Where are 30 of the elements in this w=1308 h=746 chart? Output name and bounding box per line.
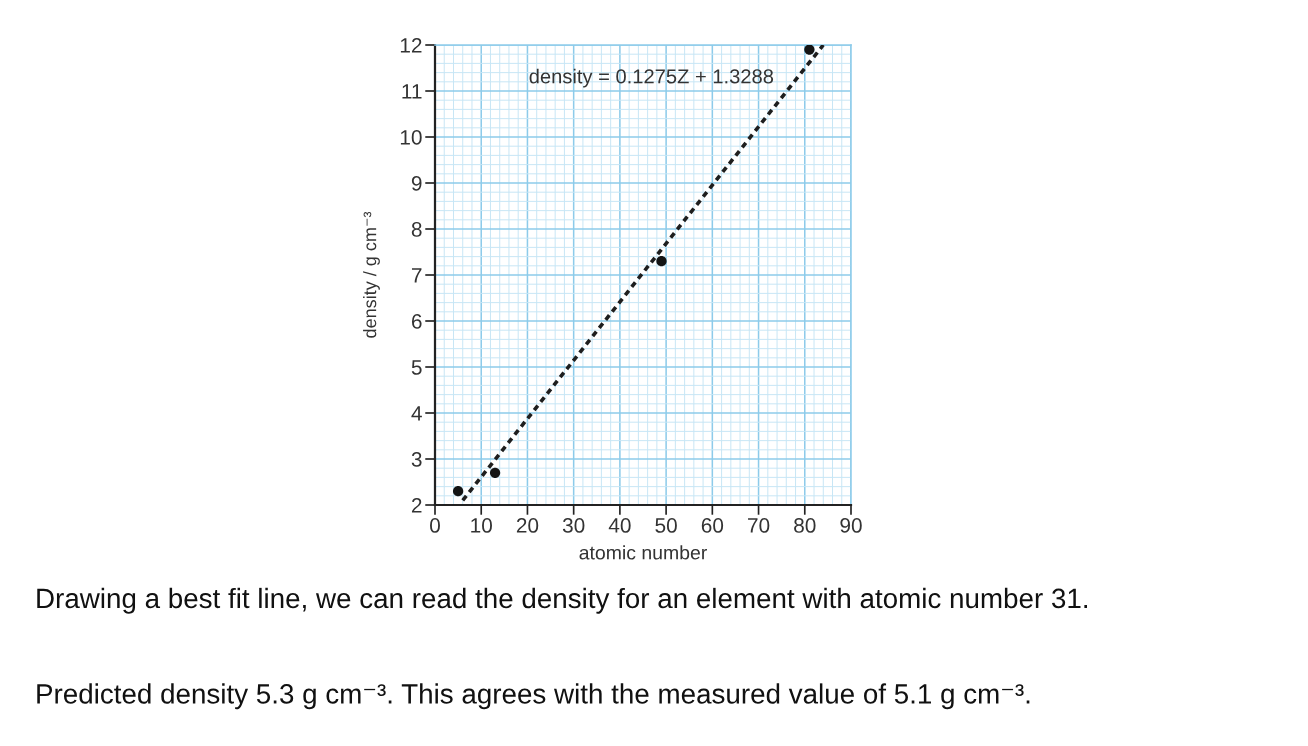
y-axis-title: density / g cm⁻³	[363, 211, 380, 338]
x-tick-label: 30	[562, 518, 585, 533]
x-tick-label: 70	[748, 518, 770, 533]
y-tick-label: 4	[411, 406, 422, 421]
x-tick-label: 10	[471, 518, 492, 533]
text: Drawing a best fit line, we can read the density for an element with atomic number 31.	[37, 587, 1088, 614]
point	[804, 45, 815, 55]
x-tick-label: 90	[840, 518, 862, 533]
annotation: density = 0.1275Z + 1.3288	[529, 68, 774, 88]
y-tick-label: 2	[411, 498, 422, 513]
y-tick-label: 9	[411, 176, 422, 191]
y-tick-label: 6	[411, 314, 422, 329]
x-tick-label: 80	[794, 518, 816, 533]
x-tick-label: 40	[608, 518, 631, 533]
x-axis-title: atomic number	[579, 545, 707, 560]
point	[452, 486, 464, 497]
y-tick-label: 3	[411, 452, 422, 467]
y-tick-label: 12	[400, 38, 422, 53]
x-tick-label: 60	[701, 518, 724, 533]
y-tick-label: 8	[411, 222, 422, 237]
point	[656, 256, 667, 267]
x-tick-label: 0	[430, 518, 440, 533]
text: Predicted density 5.3 g cm⁻³. This agrees with the measured value of 5.1 g cm⁻³.	[37, 683, 1030, 710]
y-tick-label: 7	[411, 268, 422, 283]
y-tick-label: 11	[402, 84, 422, 99]
y-tick-label: 10	[400, 130, 422, 145]
point	[489, 467, 501, 478]
x-tick-label: 20	[516, 518, 539, 533]
x-tick-label: 50	[655, 518, 677, 533]
y-tick-label: 5	[411, 360, 422, 375]
